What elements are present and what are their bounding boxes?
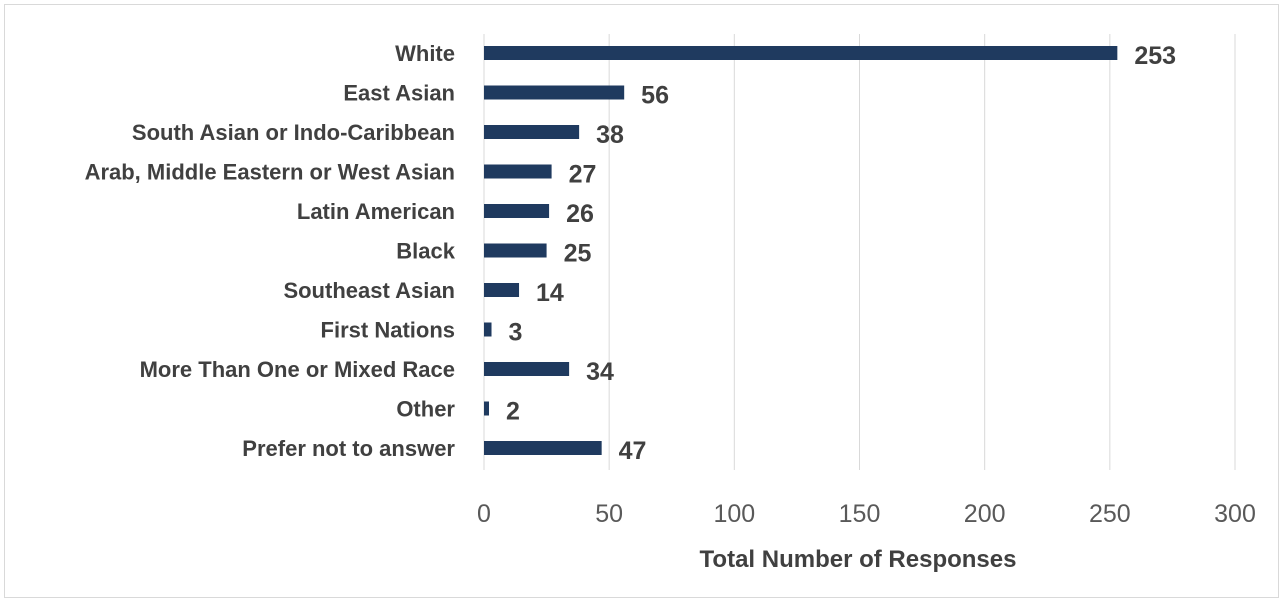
- data-label: 25: [564, 240, 592, 268]
- category-labels: White East Asian South Asian or Indo-Carib…: [85, 41, 456, 461]
- x-tick-label: 200: [964, 500, 1006, 528]
- bar: [484, 46, 1118, 60]
- data-label: 34: [586, 358, 614, 386]
- bar: [484, 362, 570, 376]
- bar: [484, 283, 520, 297]
- x-tick-label: 0: [477, 500, 491, 528]
- bar: [484, 243, 547, 258]
- bar: [484, 204, 550, 218]
- category-label: White: [395, 41, 455, 66]
- data-label: 253: [1134, 42, 1176, 70]
- data-label: 47: [619, 437, 647, 465]
- bars: [484, 46, 1118, 455]
- category-label: Prefer not to answer: [242, 436, 455, 461]
- bar: [484, 164, 552, 179]
- data-label: 2: [506, 398, 520, 426]
- gridlines: [483, 34, 1236, 470]
- bar: [484, 401, 490, 416]
- data-label: 14: [536, 279, 564, 307]
- data-label: 27: [569, 161, 597, 189]
- data-label: 38: [596, 121, 624, 149]
- x-axis-title: Total Number of Responses: [700, 546, 1017, 573]
- bar: [484, 125, 580, 139]
- data-label: 56: [641, 82, 669, 110]
- category-label: Latin American: [297, 199, 455, 224]
- category-label: Southeast Asian: [283, 278, 455, 303]
- category-label: Black: [396, 239, 455, 264]
- bar: [484, 322, 492, 337]
- chart-frame: [4, 4, 1279, 598]
- x-tick-label: 150: [839, 500, 881, 528]
- category-label: Arab, Middle Eastern or West Asian: [85, 160, 455, 185]
- data-label: 3: [509, 319, 523, 347]
- x-tick-label: 300: [1214, 500, 1256, 528]
- category-label: East Asian: [343, 81, 455, 106]
- bar: [484, 441, 602, 455]
- category-label: More Than One or Mixed Race: [140, 357, 455, 382]
- category-label: First Nations: [321, 318, 455, 343]
- x-tick-label: 50: [595, 500, 623, 528]
- category-label: Other: [396, 397, 455, 422]
- bar: [484, 85, 625, 100]
- x-tick-label: 100: [713, 500, 755, 528]
- x-tick-labels: 0 50 100 150 200 250 300: [477, 500, 1256, 528]
- data-label: 26: [566, 200, 594, 228]
- category-label: South Asian or Indo-Caribbean: [132, 120, 455, 145]
- x-tick-label: 250: [1089, 500, 1131, 528]
